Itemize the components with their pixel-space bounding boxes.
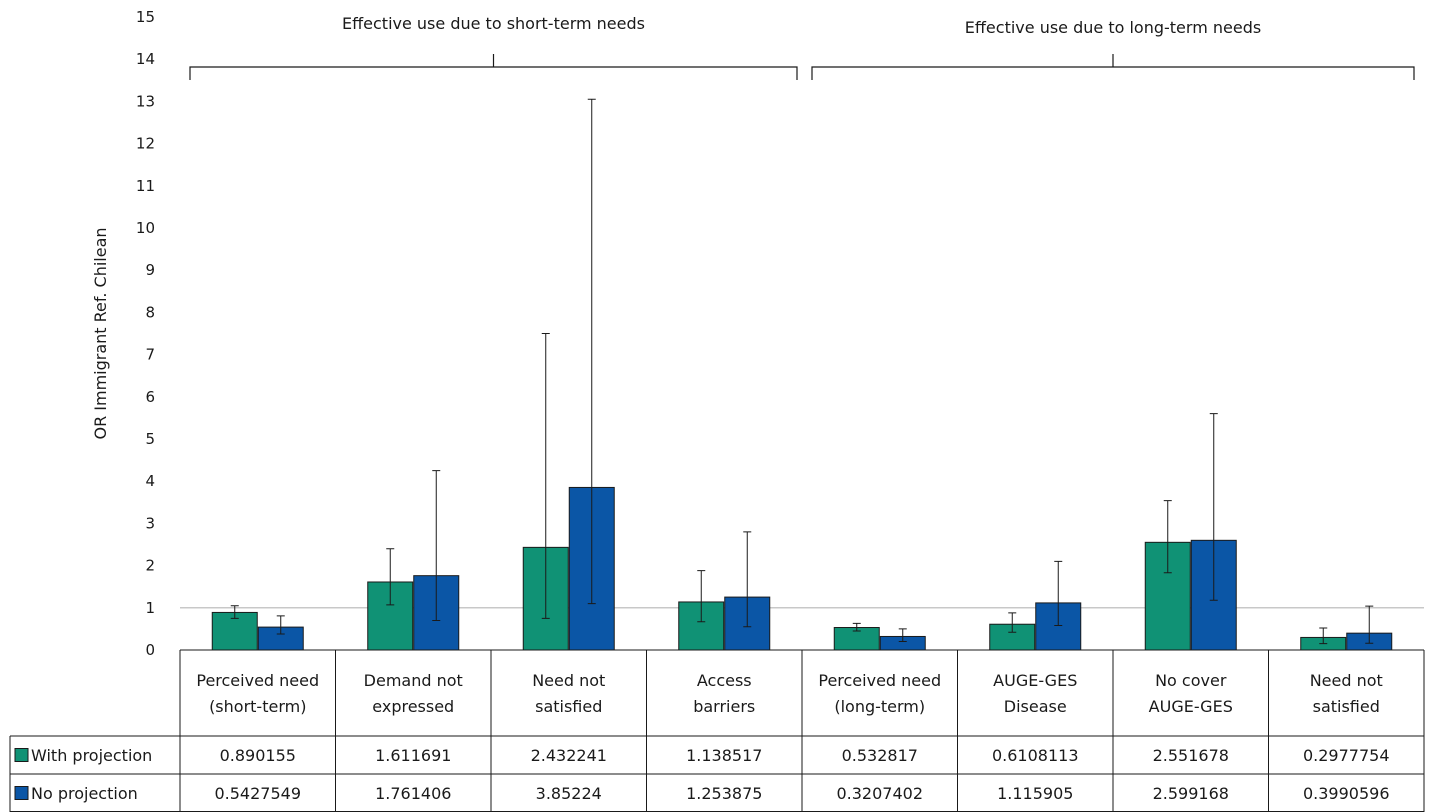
category-label: Need not [1310,671,1383,690]
table-value: 1.611691 [375,746,451,765]
table-value: 0.5427549 [214,784,301,803]
y-tick-label: 0 [145,641,155,659]
error-bar [541,333,550,619]
table-value: 2.551678 [1153,746,1229,765]
category-label: barriers [693,697,755,716]
group-bracket [811,54,1415,80]
legend-swatch [14,748,29,762]
table-value: 2.599168 [1153,784,1229,803]
category-label: (short-term) [209,697,306,716]
error-bar [587,98,596,605]
category-label: Perceived need [818,671,941,690]
group-bracket [189,54,798,80]
category-label: No cover [1155,671,1227,690]
y-tick-label: 2 [145,557,155,575]
legend-swatch [14,786,29,800]
category-label: expressed [372,697,454,716]
table-value: 3.85224 [536,784,602,803]
table-value: 2.432241 [531,746,607,765]
table-value: 0.2977754 [1303,746,1390,765]
y-tick-label: 7 [145,346,155,364]
group-brackets: Effective use due to short-term needs Eff… [189,14,1415,80]
y-tick-label: 13 [136,92,155,110]
error-bar [1365,605,1374,644]
y-axis-label: OR Immigrant Ref. Chilean [91,227,110,439]
data-table: Perceived need (short-term) Demand not expr… [9,649,1425,812]
category-label: (long-term) [834,697,925,716]
group-label: Effective use due to long-term needs [965,18,1261,37]
y-tick-label: 12 [136,135,155,153]
legend-label: No projection [31,784,138,803]
table-value: 1.253875 [686,784,762,803]
bars [211,98,1393,651]
error-bar [1008,612,1017,633]
error-bar [898,628,907,643]
table-value: 1.138517 [686,746,762,765]
table-value: 0.532817 [842,746,918,765]
y-tick-label: 3 [145,514,155,532]
category-label: Disease [1004,697,1067,716]
error-bar [230,605,239,619]
error-bar [852,622,861,632]
group-label: Effective use due to short-term needs [342,14,645,33]
category-label: AUGE-GES [1149,697,1233,716]
error-bar [743,531,752,628]
category-label: Demand not [364,671,463,690]
table-value: 0.3990596 [1303,784,1390,803]
table-value: 1.761406 [375,784,451,803]
y-tick-label: 4 [145,472,155,490]
table-value: 0.890155 [220,746,296,765]
category-label: satisfied [1313,697,1380,716]
category-label: satisfied [535,697,602,716]
error-bar [1054,560,1063,627]
error-bar [1209,413,1218,601]
error-bar [1319,627,1328,645]
y-tick-label: 8 [145,303,155,321]
category-label: Access [697,671,752,690]
y-tick-label: 15 [136,8,155,26]
y-tick-label: 11 [136,177,155,195]
y-tick-label: 6 [145,388,155,406]
category-label: Perceived need [196,671,319,690]
table-value: 0.3207402 [836,784,923,803]
error-bar [276,615,285,635]
y-tick-label: 14 [136,50,155,68]
error-bar [697,570,706,623]
error-bar [432,470,441,621]
y-tick-label: 10 [136,219,155,237]
y-tick-label: 1 [145,599,155,617]
category-label: AUGE-GES [993,671,1077,690]
y-tick-label: 5 [145,430,155,448]
category-label: Need not [532,671,605,690]
error-bar [386,548,395,606]
y-tick-label: 9 [145,261,155,279]
table-value: 1.115905 [997,784,1073,803]
error-bar [1163,500,1172,574]
table-value: 0.6108113 [992,746,1079,765]
legend-label: With projection [31,746,152,765]
